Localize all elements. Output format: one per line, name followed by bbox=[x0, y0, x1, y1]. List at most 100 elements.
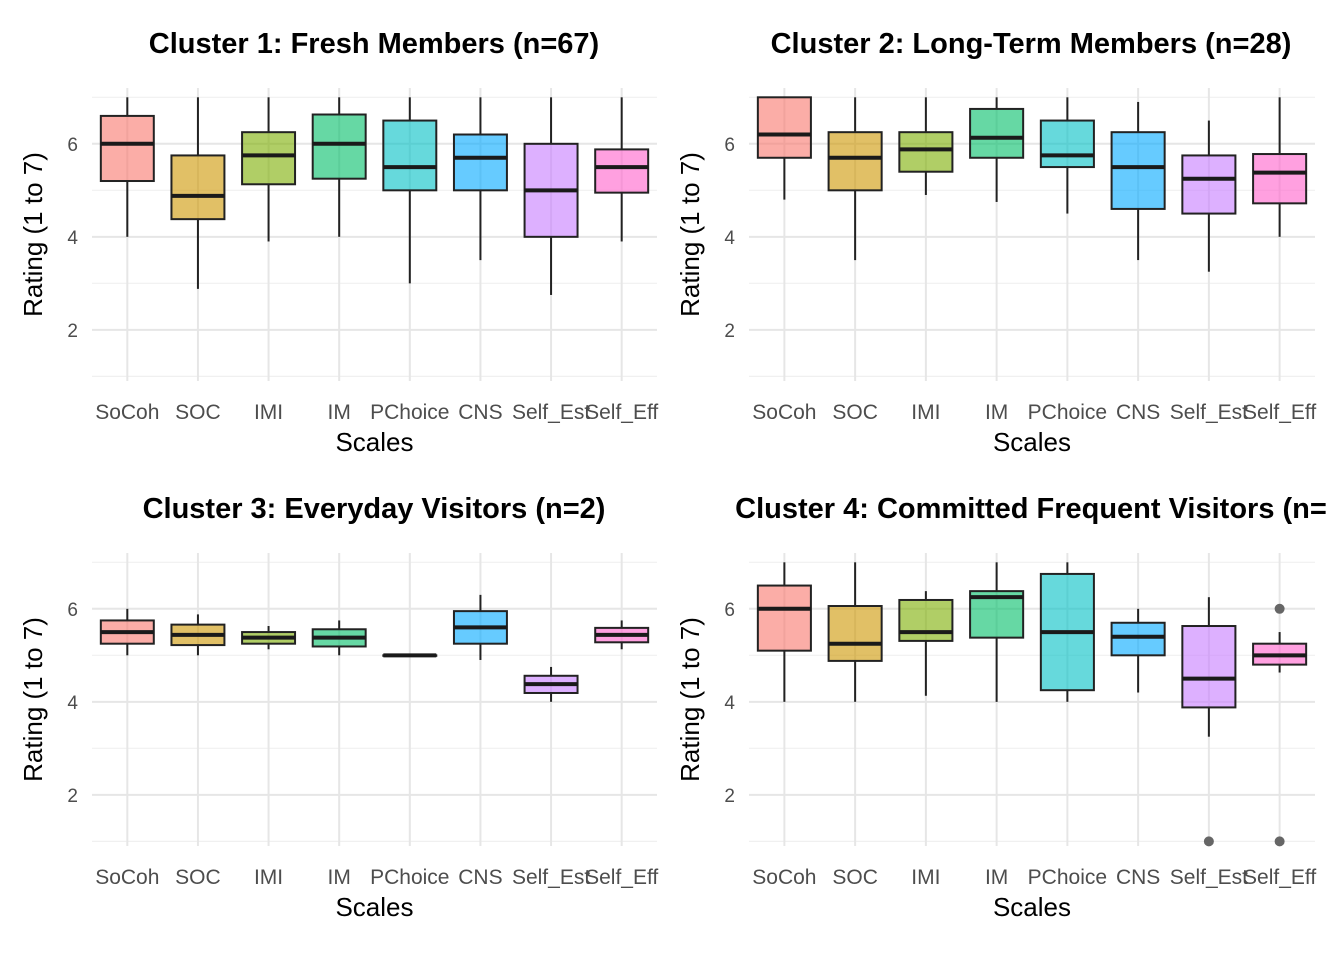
x-tick-label: PChoice bbox=[1028, 866, 1107, 889]
x-tick-label: IM bbox=[328, 401, 351, 424]
panel-title: Cluster 4: Committed Frequent Visitors (… bbox=[735, 493, 1327, 525]
box-PChoice bbox=[382, 97, 438, 284]
box-body bbox=[1110, 131, 1166, 210]
box-IMI bbox=[241, 97, 297, 242]
y-tick-label: 6 bbox=[67, 600, 78, 621]
x-tick-label: CNS bbox=[458, 866, 502, 889]
x-tick-label: Self_Est bbox=[1170, 401, 1248, 424]
box-body bbox=[382, 119, 438, 192]
x-axis-title: Scales bbox=[335, 892, 413, 922]
box-body bbox=[1181, 625, 1237, 709]
x-tick-label: Self_Est bbox=[512, 401, 590, 424]
box-Self_Est bbox=[1181, 597, 1237, 847]
box-PChoice bbox=[1039, 97, 1095, 214]
x-tick-label: IMI bbox=[254, 401, 283, 424]
box-CNS bbox=[1110, 101, 1166, 261]
y-tick-label: 6 bbox=[724, 135, 735, 156]
box-SoCoh bbox=[99, 608, 155, 656]
x-tick-label: Self_Eff bbox=[585, 401, 658, 424]
y-tick-label: 6 bbox=[724, 600, 735, 621]
box-body bbox=[1181, 154, 1237, 215]
box-body bbox=[898, 598, 954, 642]
box-body bbox=[170, 154, 226, 221]
x-axis-title: Scales bbox=[993, 427, 1071, 457]
y-axis-title: Rating (1 to 7) bbox=[18, 617, 48, 782]
box-SOC bbox=[827, 97, 883, 261]
chart-panel-1: 2 4 6 SoCoh SOC IMI IM PChoice CNS Self_EstSelf_E… bbox=[18, 28, 658, 457]
y-tick-label: 2 bbox=[67, 786, 78, 807]
box-CNS bbox=[452, 594, 508, 660]
box-body bbox=[756, 96, 812, 159]
x-tick-label: Self_Est bbox=[1170, 866, 1248, 889]
box-SOC bbox=[170, 614, 226, 656]
box-IM bbox=[311, 620, 367, 656]
x-tick-label: IMI bbox=[911, 401, 940, 424]
x-tick-label: SoCoh bbox=[752, 401, 816, 424]
box-body bbox=[1252, 153, 1308, 205]
x-tick-label: SOC bbox=[175, 866, 221, 889]
box-Self_Est bbox=[523, 97, 579, 295]
x-tick-label: PChoice bbox=[370, 401, 449, 424]
y-tick-label: 4 bbox=[67, 693, 78, 714]
x-tick-label: CNS bbox=[1116, 866, 1160, 889]
box-CNS bbox=[452, 97, 508, 261]
y-tick-label: 4 bbox=[724, 693, 735, 714]
x-tick-label: Self_Est bbox=[512, 866, 590, 889]
x-tick-label: IM bbox=[328, 866, 351, 889]
box-PChoice bbox=[382, 653, 438, 658]
box-SoCoh bbox=[99, 97, 155, 237]
box-PChoice bbox=[1039, 562, 1095, 702]
x-tick-label: SoCoh bbox=[95, 401, 159, 424]
x-tick-label: IMI bbox=[254, 866, 283, 889]
x-tick-label: CNS bbox=[1116, 401, 1160, 424]
box-IMI bbox=[898, 591, 954, 696]
box-Self_Eff bbox=[594, 620, 650, 650]
box-Self_Est bbox=[523, 666, 579, 702]
box-body bbox=[827, 605, 883, 662]
y-axis-title: Rating (1 to 7) bbox=[675, 617, 705, 782]
box-body bbox=[756, 584, 812, 652]
box-IM bbox=[969, 97, 1025, 202]
chart-panel-2: 2 4 6 SoCoh SOC IMI IM PChoice CNS Self_EstSelf_E… bbox=[675, 28, 1316, 457]
outlier-point bbox=[1274, 603, 1285, 614]
y-tick-label: 2 bbox=[724, 786, 735, 807]
box-body bbox=[594, 148, 650, 194]
y-tick-label: 2 bbox=[67, 321, 78, 342]
box-SoCoh bbox=[756, 96, 812, 200]
box-CNS bbox=[1110, 608, 1166, 693]
x-tick-label: SOC bbox=[832, 401, 878, 424]
x-axis-title: Scales bbox=[335, 427, 413, 457]
outlier-point bbox=[1203, 836, 1214, 847]
x-tick-label: SOC bbox=[175, 401, 221, 424]
chart-panel-4: 2 4 6 SoCoh SOC IMI IM PChoice CNS Self_EstSelf_E… bbox=[675, 493, 1327, 922]
box-SOC bbox=[170, 97, 226, 289]
y-tick-label: 4 bbox=[67, 228, 78, 249]
y-axis-title: Rating (1 to 7) bbox=[18, 152, 48, 317]
box-SOC bbox=[827, 562, 883, 702]
x-tick-label: IMI bbox=[911, 866, 940, 889]
box-body bbox=[969, 107, 1025, 159]
panel-title: Cluster 3: Everyday Visitors (n=2) bbox=[143, 493, 606, 525]
box-body bbox=[1039, 119, 1095, 169]
box-body bbox=[452, 133, 508, 192]
x-tick-label: Self_Eff bbox=[1243, 866, 1316, 889]
y-tick-label: 4 bbox=[724, 228, 735, 249]
x-tick-label: SoCoh bbox=[752, 866, 816, 889]
outlier-point bbox=[1274, 836, 1285, 847]
x-tick-label: IM bbox=[985, 401, 1008, 424]
x-tick-label: Self_Eff bbox=[1243, 401, 1316, 424]
box-body bbox=[827, 131, 883, 192]
chart-panel-3: 2 4 6 SoCoh SOC IMI IM PChoice CNS Self_EstSelf_E… bbox=[18, 493, 658, 922]
box-body bbox=[311, 113, 367, 180]
x-tick-label: Self_Eff bbox=[585, 866, 658, 889]
box-Self_Est bbox=[1181, 120, 1237, 272]
box-body bbox=[898, 131, 954, 173]
box-IMI bbox=[241, 626, 297, 650]
box-Self_Eff bbox=[1252, 97, 1308, 237]
y-tick-label: 2 bbox=[724, 321, 735, 342]
panel-title: Cluster 2: Long-Term Members (n=28) bbox=[771, 28, 1292, 60]
box-IMI bbox=[898, 97, 954, 195]
box-IM bbox=[311, 97, 367, 237]
x-tick-label: CNS bbox=[458, 401, 502, 424]
